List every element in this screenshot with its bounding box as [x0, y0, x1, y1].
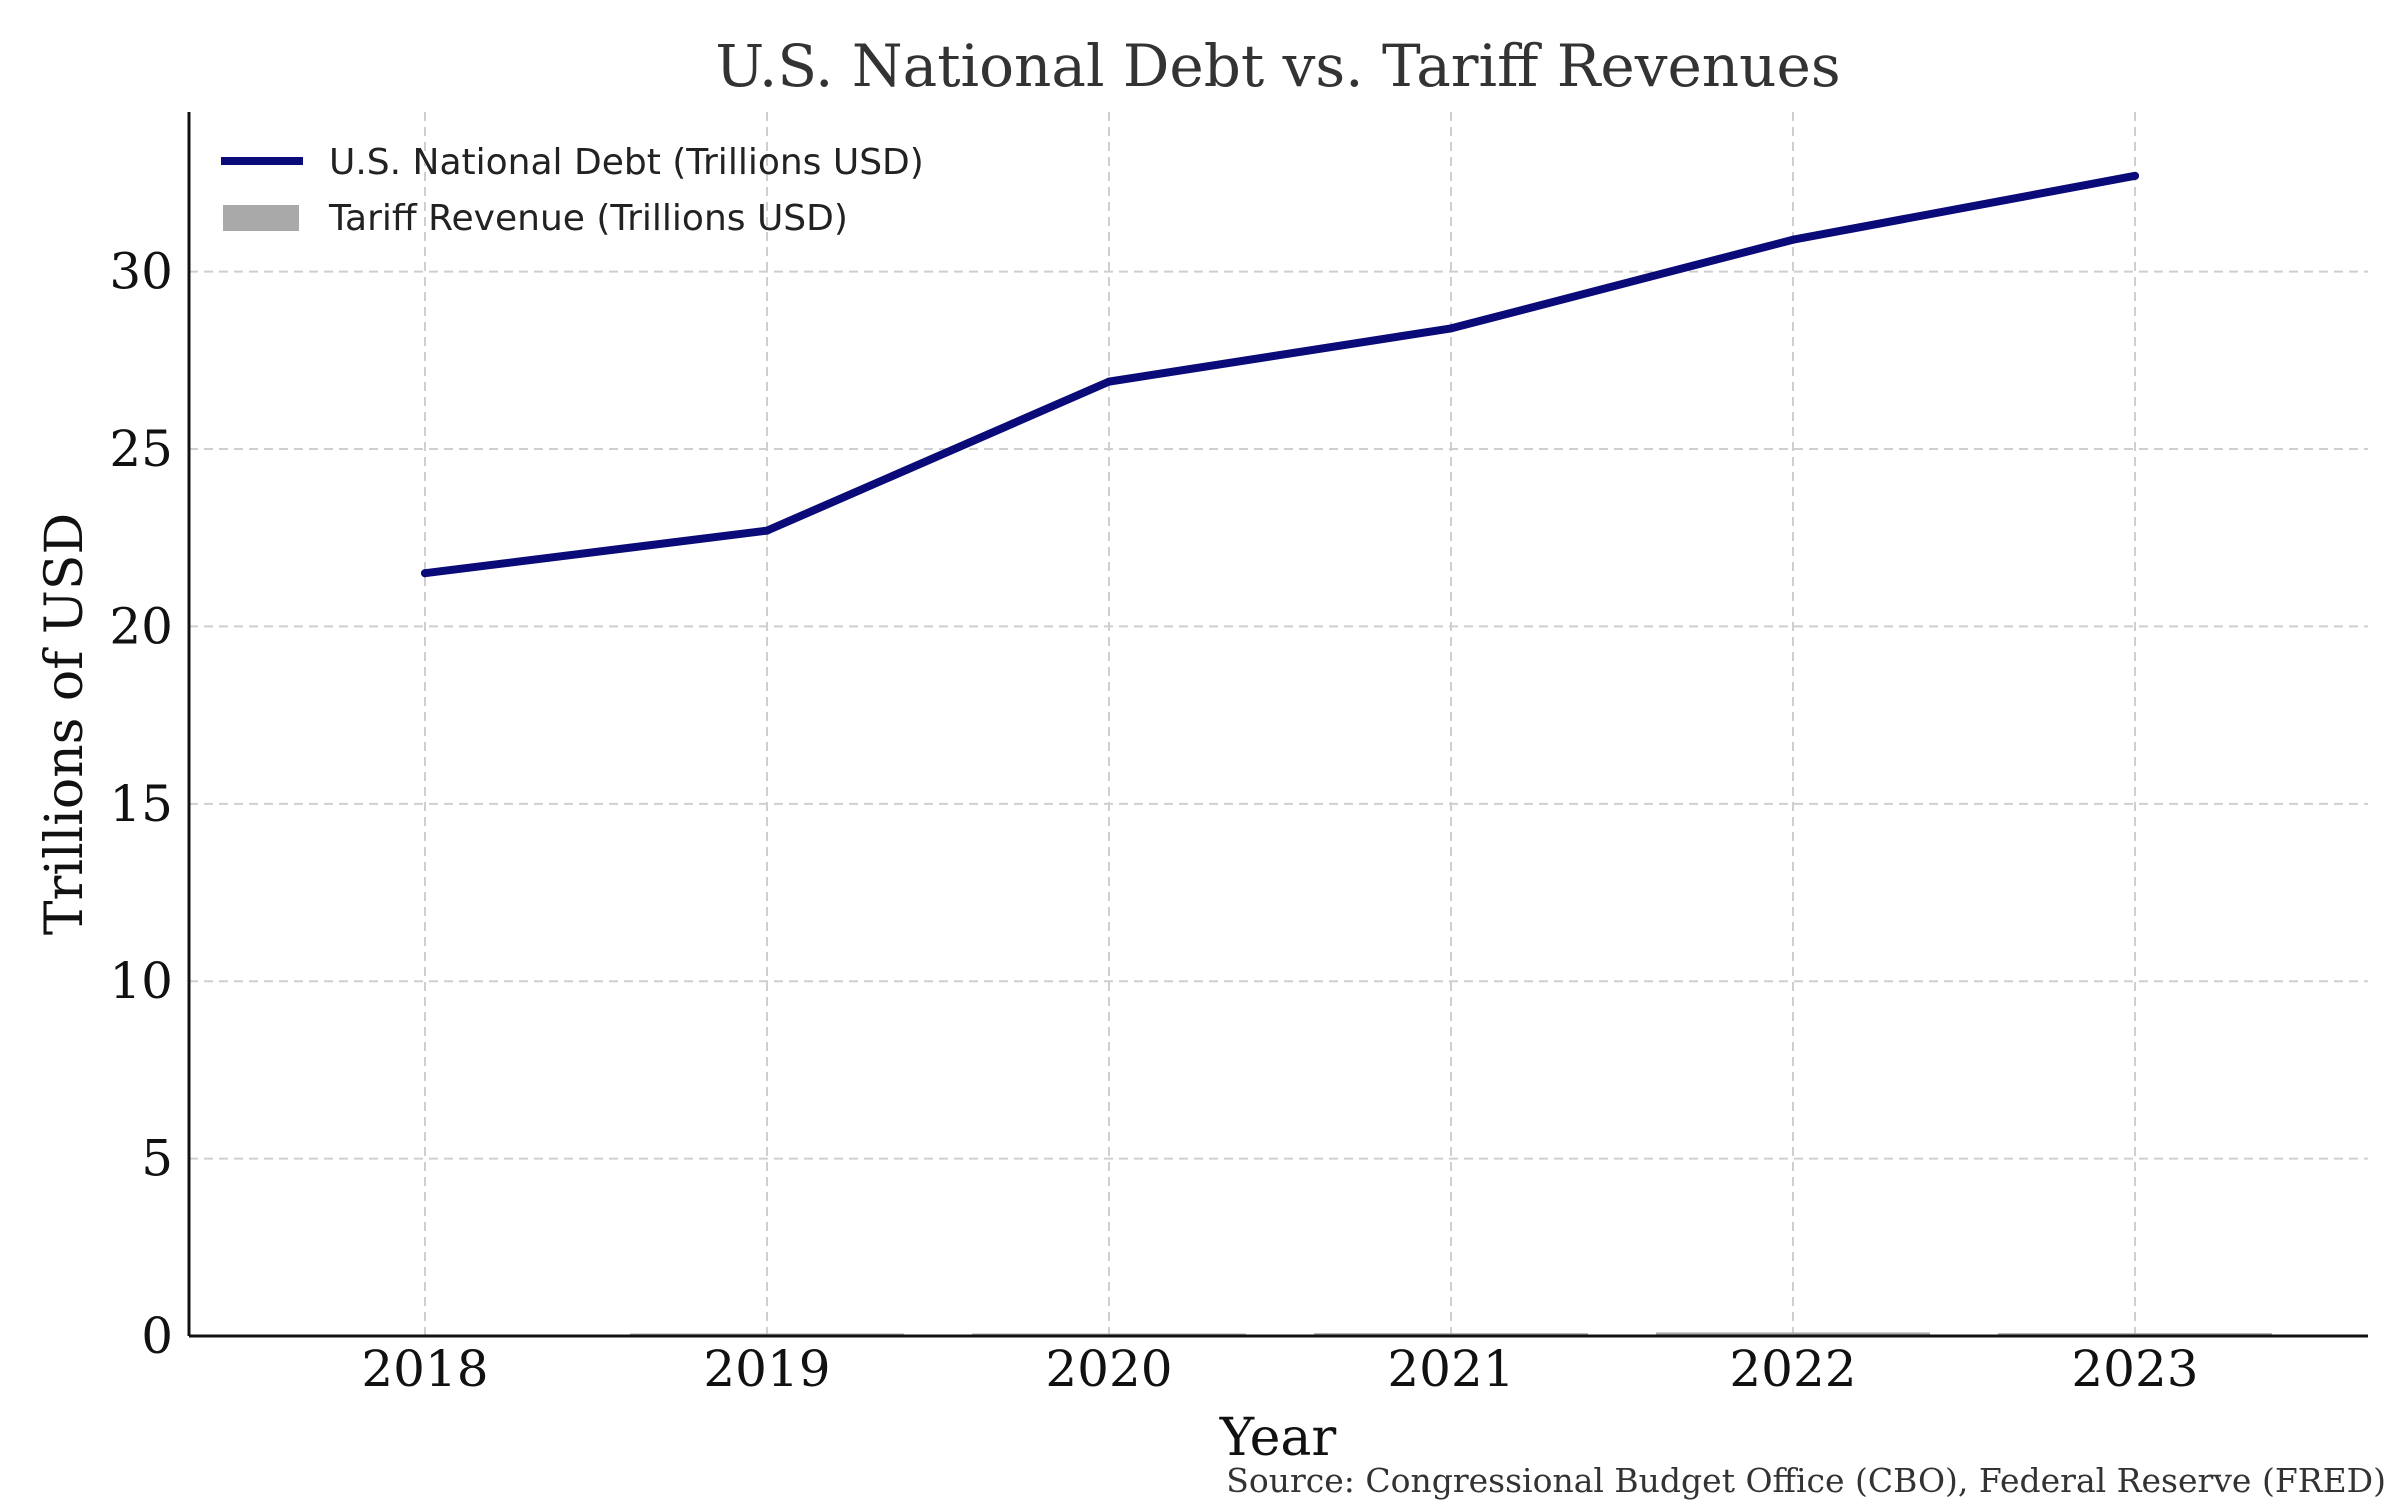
chart-title: U.S. National Debt vs. Tariff Revenues [715, 32, 1840, 100]
legend: U.S. National Debt (Trillions USD) Tarif… [221, 142, 924, 239]
x-tick-labels: 2018 2019 2020 2021 2022 2023 [361, 1340, 2198, 1398]
legend-label-tariff-revenue: Tariff Revenue (Trillions USD) [328, 198, 848, 239]
national-debt-point-2023 [2131, 171, 2139, 180]
national-debt-line-group [421, 171, 2139, 578]
x-tick-label-2022: 2022 [1729, 1340, 1856, 1398]
y-tick-labels: 0 5 10 15 20 25 30 [109, 243, 173, 1365]
y-tick-label-30: 30 [109, 243, 173, 301]
x-tick-label-2019: 2019 [703, 1340, 830, 1398]
national-debt-point-2022 [1789, 235, 1797, 244]
x-axis-label: Year [1219, 1408, 1337, 1468]
grid [189, 112, 2368, 1336]
y-tick-label-10: 10 [109, 952, 173, 1010]
y-tick-label-20: 20 [109, 597, 173, 655]
legend-swatch-tariff-revenue [223, 205, 299, 231]
national-debt-point-2020 [1105, 377, 1113, 386]
x-tick-label-2018: 2018 [361, 1340, 488, 1398]
legend-label-national-debt: U.S. National Debt (Trillions USD) [329, 142, 924, 183]
y-tick-label-5: 5 [141, 1130, 173, 1188]
y-tick-label-15: 15 [109, 775, 173, 833]
national-debt-point-2021 [1447, 324, 1455, 333]
x-tick-label-2021: 2021 [1387, 1340, 1514, 1398]
national-debt-point-2019 [763, 526, 771, 535]
national-debt-point-2018 [421, 569, 429, 578]
national-debt-line [421, 171, 2139, 578]
source-note: Source: Congressional Budget Office (CBO… [1226, 1461, 2386, 1500]
x-tick-label-2020: 2020 [1045, 1340, 1172, 1398]
y-tick-label-0: 0 [141, 1307, 173, 1365]
x-tick-label-2023: 2023 [2071, 1340, 2198, 1398]
y-tick-label-25: 25 [109, 420, 173, 478]
y-axis-label: Trillions of USD [35, 513, 95, 935]
tariff-revenue-bar-2022 [1656, 1332, 1930, 1336]
